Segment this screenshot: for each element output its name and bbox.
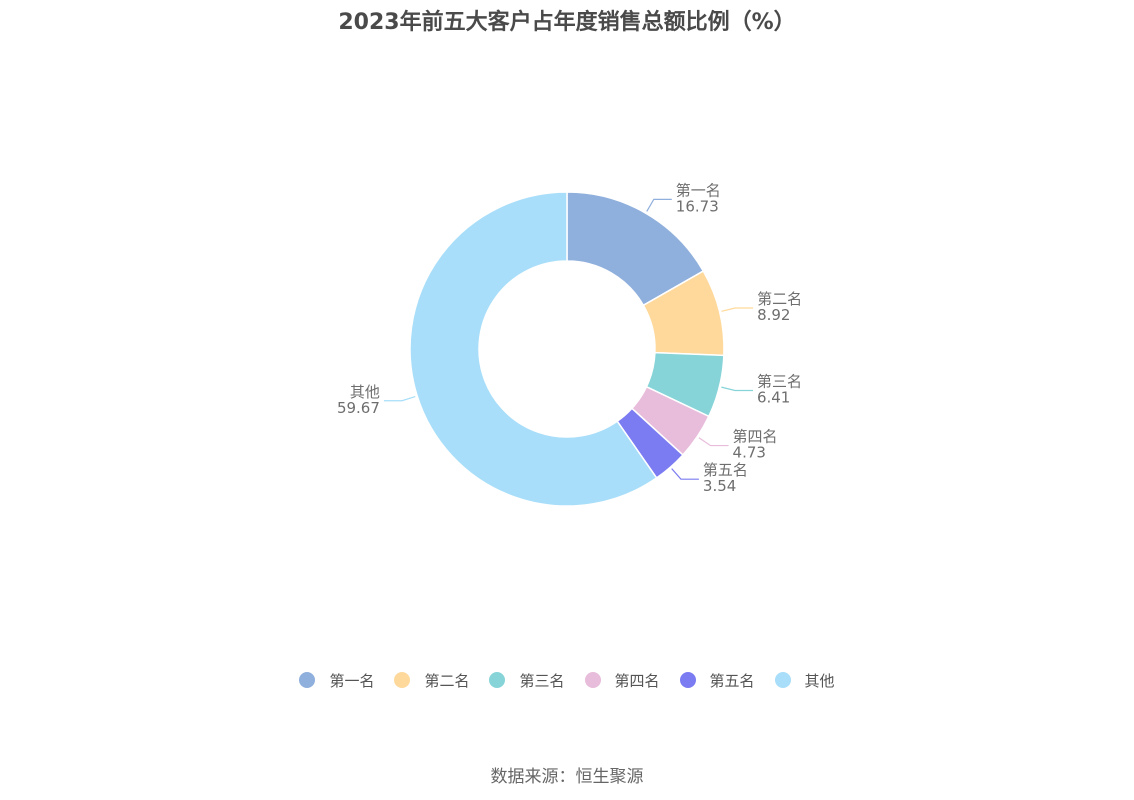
legend-label: 第三名 bbox=[519, 671, 565, 690]
legend-item-1[interactable]: 第一名 bbox=[299, 668, 374, 692]
data-source: 数据来源：恒生聚源 bbox=[490, 767, 644, 787]
slices-group bbox=[409, 191, 725, 507]
legend-item-3[interactable]: 第三名 bbox=[489, 668, 565, 692]
legend-swatch-icon bbox=[299, 672, 316, 688]
leader-line-2 bbox=[721, 307, 754, 312]
slice-label-name-4: 第四名 bbox=[733, 428, 778, 446]
leader-line-5 bbox=[671, 468, 699, 480]
slice-label-name-6: 其他 bbox=[350, 383, 380, 401]
legend-swatch-icon bbox=[584, 672, 601, 688]
slice-label-name-3: 第三名 bbox=[757, 372, 802, 390]
slice-label-value-6: 59.67 bbox=[337, 399, 380, 417]
slice-label-name-1: 第一名 bbox=[676, 181, 721, 199]
slice-6[interactable] bbox=[409, 191, 658, 507]
legend-item-5[interactable]: 第五名 bbox=[679, 668, 755, 692]
legend-swatch-icon bbox=[394, 672, 411, 688]
legend-swatch-icon bbox=[774, 672, 791, 688]
legend-swatch-icon bbox=[679, 672, 696, 688]
legend-item-6[interactable]: 其他 bbox=[774, 668, 835, 692]
slice-label-name-2: 第二名 bbox=[757, 290, 802, 308]
leader-line-6 bbox=[383, 395, 416, 402]
chart-title: 2023年前五大客户占年度销售总额比例（%） bbox=[338, 10, 796, 35]
legend: 第一名 第二名 第三名 第四名 第五名 其他 bbox=[0, 668, 1134, 692]
leader-line-3 bbox=[721, 386, 753, 392]
legend-label: 第二名 bbox=[424, 671, 470, 690]
legend-item-4[interactable]: 第四名 bbox=[584, 668, 660, 692]
leader-line-4 bbox=[698, 437, 729, 447]
legend-label: 其他 bbox=[804, 671, 835, 690]
slice-label-name-5: 第五名 bbox=[703, 461, 748, 479]
slice-label-value-4: 4.73 bbox=[733, 444, 766, 462]
legend-swatch-icon bbox=[489, 672, 506, 688]
slice-label-value-1: 16.73 bbox=[676, 197, 719, 215]
legend-label: 第四名 bbox=[614, 671, 660, 690]
legend-label: 第五名 bbox=[709, 671, 755, 690]
legend-label: 第一名 bbox=[329, 671, 375, 690]
leader-line-1 bbox=[646, 198, 672, 212]
slice-label-value-3: 6.41 bbox=[757, 388, 790, 406]
slice-label-value-5: 3.54 bbox=[703, 477, 736, 495]
slice-label-value-2: 8.92 bbox=[757, 306, 790, 324]
legend-item-2[interactable]: 第二名 bbox=[394, 668, 469, 692]
